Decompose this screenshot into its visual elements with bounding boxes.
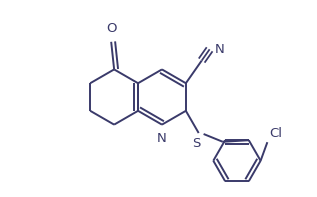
Text: N: N (215, 43, 224, 56)
Text: Cl: Cl (269, 127, 282, 140)
Text: N: N (157, 132, 167, 145)
Text: O: O (106, 22, 116, 35)
Text: S: S (192, 137, 201, 150)
